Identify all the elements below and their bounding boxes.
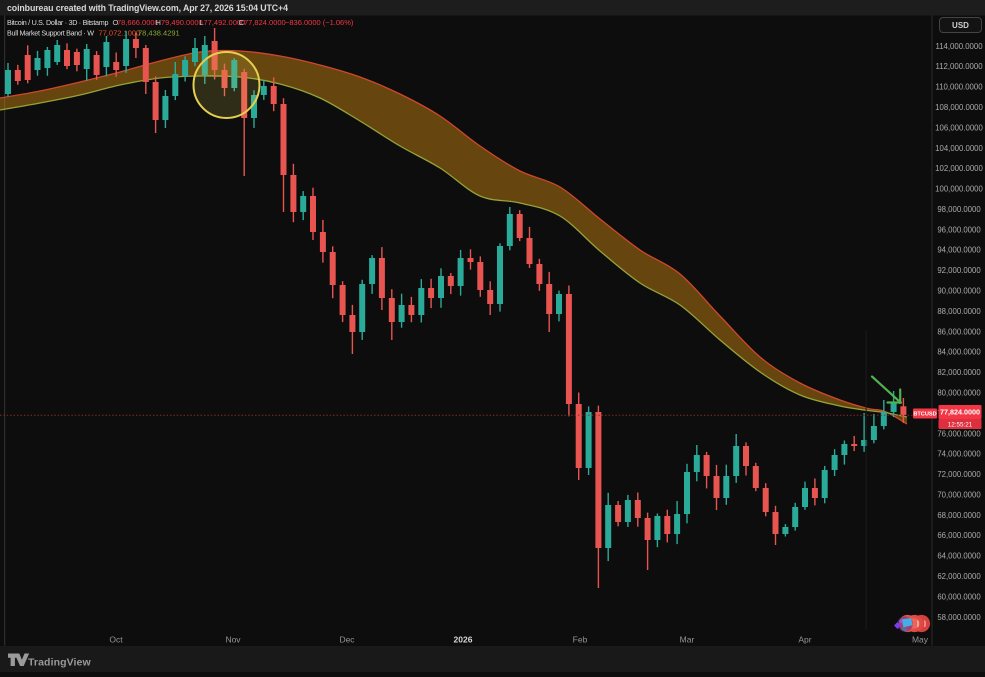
svg-text:80,000.0000: 80,000.0000 [937,389,981,398]
svg-text:100,000.0000: 100,000.0000 [935,185,983,194]
svg-text:USD: USD [952,21,969,30]
svg-text:66,000.0000: 66,000.0000 [937,531,981,540]
svg-text:58,000.0000: 58,000.0000 [937,613,981,622]
svg-text:BTCUSD: BTCUSD [913,412,936,418]
svg-text:L: L [200,18,204,27]
svg-text:92,000.0000: 92,000.0000 [937,266,981,275]
svg-text:Mar: Mar [680,635,695,645]
svg-text:104,000.0000: 104,000.0000 [935,144,983,153]
svg-text:77,492.0000: 77,492.0000 [204,18,246,27]
svg-text:86,000.0000: 86,000.0000 [937,327,981,336]
svg-text:76,000.0000: 76,000.0000 [937,429,981,438]
svg-text:Oct: Oct [109,635,123,645]
svg-text:112,000.0000: 112,000.0000 [935,62,983,71]
svg-text:78,666.0000: 78,666.0000 [117,18,159,27]
svg-text:74,000.0000: 74,000.0000 [937,450,981,459]
svg-text:H: H [156,18,161,27]
svg-text:O: O [113,18,119,27]
svg-text:110,000.0000: 110,000.0000 [935,83,983,92]
svg-text:Feb: Feb [573,635,588,645]
svg-text:102,000.0000: 102,000.0000 [935,164,983,173]
svg-text:coinbureau created with Tradin: coinbureau created with TradingView.com,… [7,3,288,13]
svg-text:60,000.0000: 60,000.0000 [937,592,981,601]
svg-text:114,000.0000: 114,000.0000 [935,42,983,51]
svg-text:C: C [239,18,245,27]
svg-text:Nov: Nov [225,635,241,645]
svg-text:2026: 2026 [454,635,473,645]
svg-text:−836.0000 (−1.06%): −836.0000 (−1.06%) [285,18,354,27]
svg-text:Bull Market Support Band · W: Bull Market Support Band · W [7,29,94,38]
svg-text:77,824.0000: 77,824.0000 [940,408,980,417]
svg-text:77,824.0000: 77,824.0000 [244,18,286,27]
svg-text:72,000.0000: 72,000.0000 [937,470,981,479]
svg-text:77,072.1000: 77,072.1000 [99,29,141,38]
svg-text:88,000.0000: 88,000.0000 [937,307,981,316]
svg-text:TradingView: TradingView [28,657,91,669]
svg-text:62,000.0000: 62,000.0000 [937,572,981,581]
svg-text:Bitcoin / U.S. Dollar · 3D · B: Bitcoin / U.S. Dollar · 3D · Bitstamp [7,18,108,27]
svg-text:79,490.0000: 79,490.0000 [161,18,203,27]
svg-text:68,000.0000: 68,000.0000 [937,511,981,520]
svg-text:84,000.0000: 84,000.0000 [937,348,981,357]
svg-text:106,000.0000: 106,000.0000 [935,123,983,132]
svg-text:Dec: Dec [339,635,355,645]
svg-text:Apr: Apr [798,635,811,645]
svg-text:70,000.0000: 70,000.0000 [937,490,981,499]
svg-text:96,000.0000: 96,000.0000 [937,225,981,234]
svg-text:May: May [912,635,929,645]
svg-text:78,438.4291: 78,438.4291 [138,29,180,38]
svg-text:12:55:21: 12:55:21 [948,422,973,429]
svg-text:108,000.0000: 108,000.0000 [935,103,983,112]
svg-text:82,000.0000: 82,000.0000 [937,368,981,377]
svg-text:98,000.0000: 98,000.0000 [937,205,981,214]
svg-text:90,000.0000: 90,000.0000 [937,287,981,296]
svg-text:64,000.0000: 64,000.0000 [937,552,981,561]
svg-text:94,000.0000: 94,000.0000 [937,246,981,255]
